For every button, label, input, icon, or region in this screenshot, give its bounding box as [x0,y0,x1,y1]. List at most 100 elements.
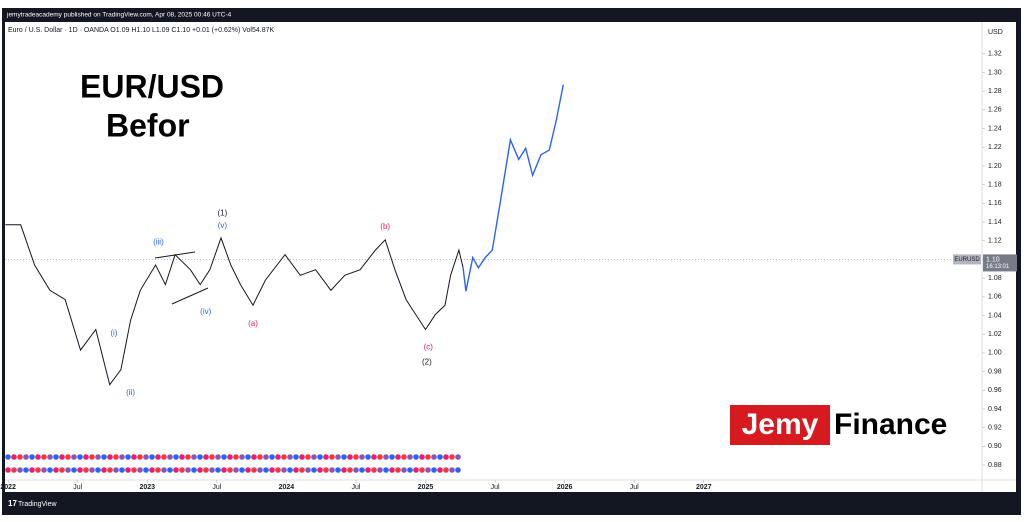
event-icon [347,454,353,460]
event-icon [137,454,143,460]
event-icon [59,454,65,460]
event-icon [125,467,131,473]
event-icon [167,467,173,473]
y-tick-label: 1.24 [988,125,1002,132]
event-icon [365,454,371,460]
event-icon [197,454,203,460]
event-icon [323,454,329,460]
event-icon [395,454,401,460]
event-icon [455,454,461,460]
event-icon [287,467,293,473]
y-tick-label: 0.88 [988,462,1002,469]
wave-label: (ii) [126,388,135,397]
x-tick-label: 2022 [0,484,16,491]
event-icon [83,454,89,460]
event-icon [35,454,41,460]
x-tick-label: Jul [351,484,360,491]
wave-label: (v) [218,221,228,230]
price-line [462,84,564,292]
event-icon [149,467,155,473]
event-icon [71,467,77,473]
wave-label: (c) [424,342,434,351]
event-icon [251,467,257,473]
event-icon [353,454,359,460]
event-icon [179,467,185,473]
event-icon [341,467,347,473]
event-icon [329,467,335,473]
event-icon [23,454,29,460]
event-icon [59,467,65,473]
event-icon [455,467,461,473]
event-icon [323,467,329,473]
event-icon [353,467,359,473]
event-icon [293,467,299,473]
event-icon [41,454,47,460]
symbol-label: EURUSD [954,257,980,263]
event-icon [119,454,125,460]
event-icon [275,454,281,460]
event-icon [329,454,335,460]
y-tick-label: 1.26 [988,107,1002,114]
event-icons [5,454,461,473]
event-icon [65,467,71,473]
event-icon [149,454,155,460]
y-tick-label: 0.96 [988,387,1002,394]
event-icon [113,454,119,460]
event-icon [437,467,443,473]
x-tick-label: 2023 [140,484,156,491]
event-icon [155,454,161,460]
event-icon [107,454,113,460]
event-icon [449,454,455,460]
price-label: 1.10 [986,256,1000,263]
published: jemytradeacademy published on TradingVie… [6,12,232,19]
event-icon [449,467,455,473]
event-icon [71,454,77,460]
event-icon [125,454,131,460]
event-icon [65,454,71,460]
event-icon [371,454,377,460]
event-icon [233,467,239,473]
event-icon [263,467,269,473]
event-icon [305,454,311,460]
event-icon [53,467,59,473]
event-icon [119,467,125,473]
event-icon [227,467,233,473]
wave-label: (iii) [153,238,164,247]
event-icon [167,454,173,460]
event-icon [227,454,233,460]
event-icon [239,454,245,460]
event-icon [365,467,371,473]
price-box [983,254,1017,272]
event-icon [287,454,293,460]
event-icon [83,467,89,473]
x-tick-label: 2025 [418,484,434,491]
event-icon [173,467,179,473]
event-icon [377,454,383,460]
event-icon [245,454,251,460]
x-tick-label: Jul [630,484,639,491]
event-icon [191,467,197,473]
event-icon [89,454,95,460]
event-icon [131,454,137,460]
event-icon [161,454,167,460]
event-icon [383,467,389,473]
event-icon [143,454,149,460]
event-icon [419,454,425,460]
subtitle: Befor [106,107,190,143]
event-icon [77,454,83,460]
event-icon [335,467,341,473]
event-icon [257,467,263,473]
event-icon [299,454,305,460]
event-icon [101,454,107,460]
event-icon [113,467,119,473]
y-tick-label: 0.98 [988,368,1002,375]
event-icon [5,454,11,460]
event-icon [245,467,251,473]
event-icon [185,454,191,460]
event-icon [419,467,425,473]
wave-label: (a) [248,319,258,328]
event-icon [203,467,209,473]
event-icon [239,467,245,473]
event-icon [401,467,407,473]
